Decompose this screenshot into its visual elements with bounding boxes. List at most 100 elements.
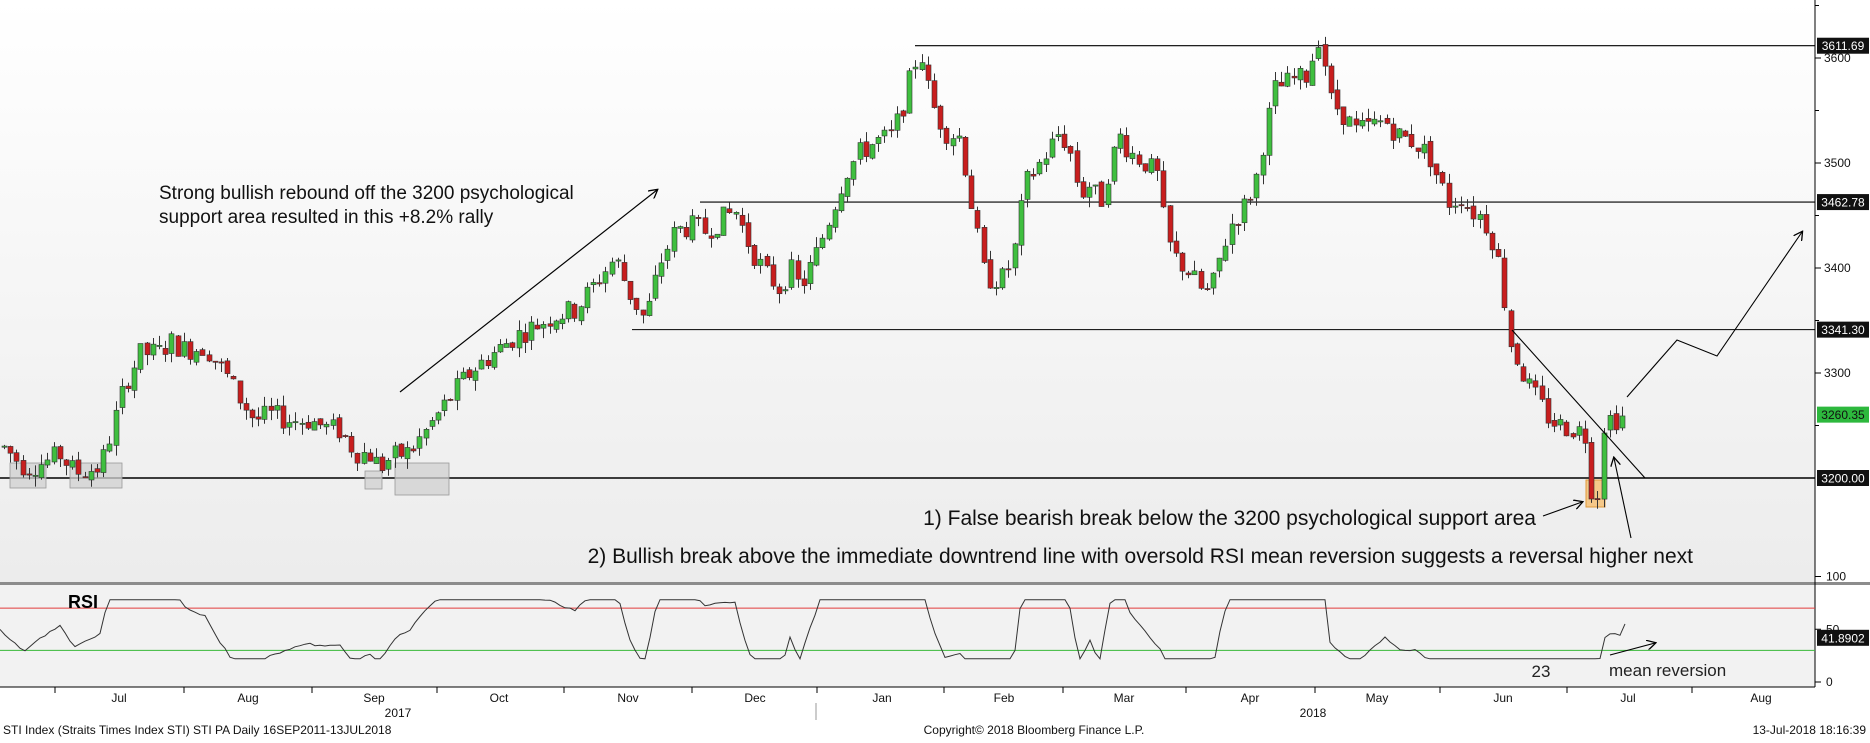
candle-body xyxy=(1018,200,1025,246)
candle-body xyxy=(726,208,733,213)
candle-body xyxy=(348,435,355,453)
candle-body xyxy=(1024,170,1031,200)
candle-body xyxy=(113,409,120,446)
candle-body xyxy=(683,227,690,238)
candle-body xyxy=(373,456,380,464)
candle-body xyxy=(330,419,337,426)
candle-body xyxy=(1043,158,1050,165)
candle-body xyxy=(894,113,901,131)
candle-body xyxy=(516,330,523,349)
candle-body xyxy=(528,321,535,341)
candle-body xyxy=(540,324,547,329)
candle-body xyxy=(416,436,423,449)
candle-body xyxy=(1179,252,1186,272)
candle-body xyxy=(795,260,802,280)
candle-body xyxy=(974,210,981,229)
candle-body xyxy=(621,262,628,281)
candle-body xyxy=(410,448,417,452)
price-tick-label: 3500 xyxy=(1824,156,1851,170)
candle-body xyxy=(1526,378,1533,384)
month-label: Sep xyxy=(363,691,385,705)
candle-body xyxy=(1415,147,1422,152)
footer-center: Copyright© 2018 Bloomberg Finance L.P. xyxy=(924,723,1145,737)
candle-body xyxy=(590,282,597,286)
candle-body xyxy=(553,320,560,330)
support-test-box-2 xyxy=(364,470,383,490)
month-label: Apr xyxy=(1241,691,1260,705)
candlesticks xyxy=(1,36,1626,509)
candle-body xyxy=(1266,107,1273,156)
candle-body xyxy=(1365,118,1372,122)
candle-body xyxy=(361,452,368,464)
candle-body xyxy=(38,464,45,478)
level-label-2: 3341.30 xyxy=(1821,323,1865,337)
candle-body xyxy=(708,235,715,239)
candle-body xyxy=(888,129,895,132)
level-label-1-bg xyxy=(1817,194,1869,211)
candle-body xyxy=(342,435,349,437)
candle-body xyxy=(1129,152,1136,159)
candle-body xyxy=(1402,130,1409,137)
candle-body xyxy=(602,271,609,284)
candle-body xyxy=(987,259,994,289)
month-label: Aug xyxy=(1750,691,1771,705)
candle-body xyxy=(571,303,578,319)
candle-body xyxy=(1359,120,1366,127)
candle-body xyxy=(1278,81,1285,87)
candle-body xyxy=(1005,268,1012,271)
candle-body xyxy=(1570,433,1577,438)
level-label-0-bg xyxy=(1817,37,1869,54)
month-label: May xyxy=(1366,691,1389,705)
candle-body xyxy=(633,297,640,310)
rsi-last-value: 41.8902 xyxy=(1821,631,1865,645)
candle-body xyxy=(1309,60,1316,86)
candle-body xyxy=(1098,181,1105,207)
candle-body xyxy=(454,378,461,401)
candle-body xyxy=(1322,44,1329,67)
candle-body xyxy=(181,341,188,357)
month-label: Jan xyxy=(872,691,891,705)
candle-body xyxy=(1576,426,1583,436)
candle-body xyxy=(1408,133,1415,147)
candle-body xyxy=(999,268,1006,289)
candle-body xyxy=(1520,366,1527,382)
candle-body xyxy=(1222,245,1229,261)
candle-body xyxy=(1433,163,1440,176)
candle-body xyxy=(764,255,771,267)
candle-body xyxy=(7,446,14,454)
candle-body xyxy=(466,369,473,378)
false-break-arrow xyxy=(1542,502,1582,517)
candle-body xyxy=(1086,186,1093,198)
candle-body xyxy=(819,237,826,248)
annotation-rally-line2: support area resulted in this +8.2% rall… xyxy=(159,207,494,228)
candle-body xyxy=(1607,415,1614,431)
candle-body xyxy=(255,416,262,420)
candle-body xyxy=(1532,380,1539,388)
candle-body xyxy=(485,360,492,367)
candle-body xyxy=(1074,150,1081,183)
candle-body xyxy=(1501,257,1508,309)
year-label: 2017 xyxy=(385,706,412,720)
candle-body xyxy=(69,460,76,468)
footer-left: STI Index (Straits Times Index STI) STI … xyxy=(3,723,392,737)
candle-body xyxy=(1272,80,1279,107)
candle-body xyxy=(770,264,777,287)
candle-body xyxy=(702,217,709,234)
candle-body xyxy=(1508,310,1515,348)
candle-body xyxy=(44,459,51,466)
level-label-3-bg xyxy=(1817,470,1869,486)
candle-body xyxy=(1191,270,1198,276)
candle-body xyxy=(733,212,740,215)
month-label: Jul xyxy=(111,691,126,705)
candle-body xyxy=(131,367,138,391)
candle-body xyxy=(584,286,591,309)
candle-body xyxy=(1198,271,1205,289)
annotation-false-break: 1) False bearish break below the 3200 ps… xyxy=(923,507,1536,530)
candle-body xyxy=(280,405,287,429)
candle-body xyxy=(478,359,485,370)
candle-body xyxy=(1446,182,1453,208)
candle-body xyxy=(720,206,727,236)
candle-body xyxy=(1477,214,1484,220)
candle-body xyxy=(1284,72,1291,87)
candle-body xyxy=(832,209,839,228)
